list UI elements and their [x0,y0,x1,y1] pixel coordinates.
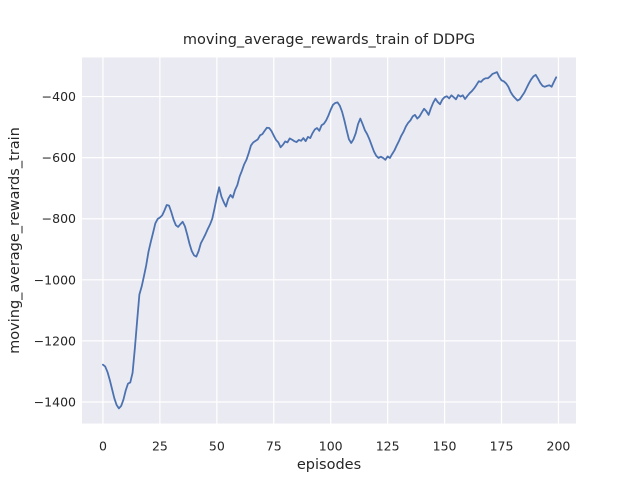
ddpg-rewards-series-line [102,71,558,410]
chart-title: moving_average_rewards_train of DDPG [183,32,475,48]
x-tick-label: 200 [547,439,571,454]
y-tick-label: −400 [42,89,76,104]
y-axis-label: moving_average_rewards_train [7,127,23,354]
x-tick-label: 75 [266,439,282,454]
y-tick-label: −1000 [34,272,76,287]
gridlines [82,57,576,424]
y-tick-labels: −400 −600 −800 −1000 −1200 −1400 [34,89,76,409]
y-tick-label: −600 [42,150,76,165]
x-tick-label: 125 [376,439,400,454]
y-tick-label: −1200 [34,333,76,348]
x-tick-label: 25 [152,439,168,454]
x-tick-label: 50 [209,439,225,454]
x-tick-label: 150 [433,439,457,454]
x-axis-label: episodes [297,457,361,473]
plot-area [82,57,576,424]
x-tick-label: 100 [319,439,343,454]
y-tick-label: −1400 [34,394,76,409]
y-tick-label: −800 [42,211,76,226]
x-tick-labels: 0 25 50 75 100 125 150 175 200 [99,439,570,454]
x-tick-label: 0 [99,439,107,454]
x-tick-label: 175 [490,439,514,454]
